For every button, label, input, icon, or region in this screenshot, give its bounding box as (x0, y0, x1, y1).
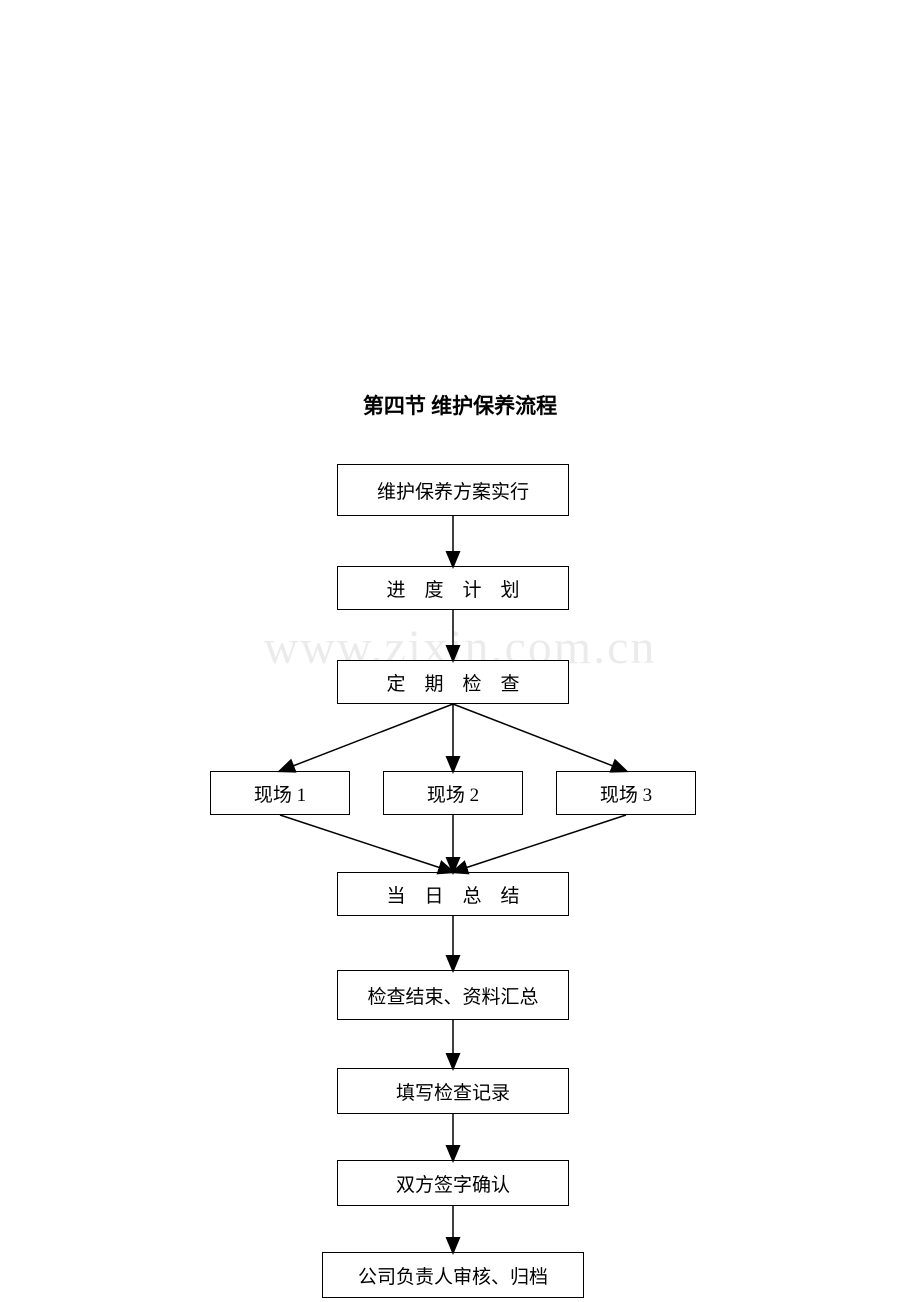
flowchart-node-s1: 现场 1 (210, 771, 350, 815)
flowchart-node-n8: 公司负责人审核、归档 (322, 1252, 584, 1298)
flowchart-node-n7: 双方签字确认 (337, 1160, 569, 1206)
flowchart-node-n5: 检查结束、资料汇总 (337, 970, 569, 1020)
flowchart-node-n2: 进 度 计 划 (337, 566, 569, 610)
flowchart-node-n1: 维护保养方案实行 (337, 464, 569, 516)
flowchart-node-n4: 当 日 总 结 (337, 872, 569, 916)
flowchart-node-s3: 现场 3 (556, 771, 696, 815)
flowchart-node-s2: 现场 2 (383, 771, 523, 815)
flowchart-node-n6: 填写检查记录 (337, 1068, 569, 1114)
section-title: 第四节 维护保养流程 (363, 390, 557, 420)
flowchart-node-n3: 定 期 检 查 (337, 660, 569, 704)
